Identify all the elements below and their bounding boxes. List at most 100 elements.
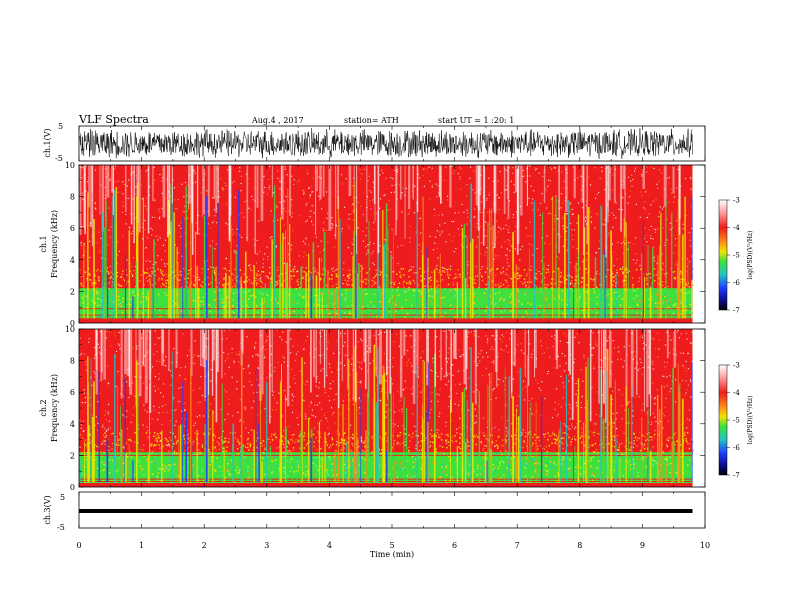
spectrogram-band-speckle [328, 291, 331, 294]
spectrogram-speckle [569, 210, 571, 212]
spectrogram-speckle [332, 267, 335, 269]
spectrogram-speckle [583, 354, 585, 357]
spectrogram-band-speckle [450, 289, 452, 291]
spectrogram-speckle [495, 397, 497, 399]
spectrogram-speckle [228, 262, 231, 264]
spectrogram-speckle [507, 229, 509, 231]
spectrogram-speckle [293, 271, 295, 273]
spectrogram-speckle [454, 212, 456, 214]
spectrogram-speckle [357, 442, 360, 444]
spectrogram-band-speckle [372, 301, 375, 304]
spectrogram-speckle [203, 349, 205, 351]
spectrogram-band-speckle [675, 306, 678, 309]
spectrogram-speckle [105, 435, 107, 437]
spectrogram-speckle [438, 192, 440, 194]
spectrogram-speckle [505, 189, 508, 191]
spectrogram-transition-speckle [474, 282, 476, 284]
spectrogram-speckle [480, 253, 482, 255]
spectrogram-band-speckle [414, 289, 416, 291]
spectrogram-speckle [689, 261, 691, 263]
spectrogram-haze [454, 329, 457, 359]
spectrogram-speckle [359, 366, 361, 368]
spectrogram-haze [475, 329, 477, 363]
spectrogram-speckle [187, 447, 189, 449]
spectrogram-speckle [125, 213, 127, 216]
spectrogram-band-speckle [430, 288, 433, 290]
spectrogram-speckle [253, 244, 256, 246]
spectrogram-speckle [397, 168, 399, 171]
spectrogram-speckle [277, 266, 279, 268]
spectrogram-speckle [447, 271, 449, 273]
spectrogram-speckle [609, 171, 611, 173]
spectrogram-speckle [390, 191, 392, 194]
spectrogram-speckle [542, 433, 544, 435]
spectrogram-transition-speckle [122, 278, 125, 280]
spectrogram-speckle [535, 358, 538, 360]
spectrogram-transition-speckle [147, 272, 149, 274]
spectrogram-speckle [145, 247, 147, 249]
spectrogram-speckle [627, 401, 629, 403]
spectrogram-transition-speckle [179, 279, 181, 281]
spectrogram-speckle [135, 396, 137, 398]
spectrogram-speckle [571, 213, 573, 215]
spectrogram-speckle [108, 173, 110, 176]
spectrogram-speckle [568, 380, 570, 382]
spectrogram-speckle [547, 264, 550, 267]
spectrogram-speckle [411, 393, 413, 395]
spectrogram-speckle [631, 351, 633, 353]
spectrogram-speckle [562, 217, 564, 219]
spectrogram-transition-speckle [130, 273, 133, 275]
spectrogram-speckle [538, 387, 540, 389]
spectrogram-speckle [553, 218, 556, 220]
spectrogram-speckle [594, 227, 596, 229]
spectrogram-speckle [569, 418, 571, 420]
spectrogram-band-speckle [592, 456, 595, 458]
spectrogram-band-speckle [654, 292, 657, 295]
spectrogram-speckle [459, 426, 461, 428]
spectrogram-speckle [678, 337, 680, 339]
spectrogram-band-speckle [202, 296, 204, 299]
spectrogram-speckle [158, 337, 160, 339]
spectrogram-transition-speckle [80, 275, 83, 278]
spectrogram-transition-speckle [261, 271, 263, 273]
spectrogram-speckle [214, 248, 216, 250]
spectrogram-haze [289, 165, 292, 216]
spectrogram-speckle [117, 343, 119, 345]
spectrogram-speckle [404, 380, 406, 382]
spectrogram-speckle [531, 198, 534, 200]
spectrogram-transition-speckle [151, 284, 153, 286]
spectrogram-speckle [505, 273, 507, 275]
spectrogram-transition-speckle [632, 287, 634, 289]
spectrogram-speckle [533, 350, 535, 352]
spectrogram-transition-speckle [165, 285, 167, 288]
spectrogram-speckle [122, 193, 124, 195]
spectrogram-speckle [494, 445, 496, 448]
spectrogram-speckle [595, 251, 597, 254]
spectrogram-speckle [646, 411, 648, 414]
spectrogram-transition-speckle [550, 282, 552, 285]
spectrogram-band-speckle [455, 288, 457, 291]
spectrogram-transition-speckle [110, 271, 112, 273]
spectrogram-haze [129, 329, 133, 395]
spectrogram-speckle [402, 187, 404, 189]
spectrogram-transition-speckle [277, 275, 279, 277]
spectrogram-speckle [613, 217, 615, 219]
spectrogram-speckle [581, 427, 583, 430]
spectrogram-speckle [531, 353, 533, 355]
spectrogram-transition-speckle [552, 271, 554, 273]
spectrogram-speckle [546, 347, 548, 349]
spectrogram-band-speckle [254, 296, 257, 298]
spectrogram-transition-speckle [524, 286, 527, 288]
spectrogram-speckle [315, 236, 317, 238]
spectrogram-transition-speckle [260, 280, 262, 283]
spectrogram-speckle [284, 166, 286, 168]
spectrogram-speckle [626, 329, 629, 331]
spectrogram-speckle [181, 386, 183, 388]
spectrogram-speckle [489, 349, 492, 351]
spectrogram-speckle [305, 237, 307, 239]
spectrogram-haze [199, 329, 202, 367]
spectrogram-speckle [650, 225, 653, 227]
spectrogram-haze [215, 165, 218, 214]
spectrogram-speckle [690, 188, 692, 190]
spectrogram-speckle [690, 205, 692, 208]
